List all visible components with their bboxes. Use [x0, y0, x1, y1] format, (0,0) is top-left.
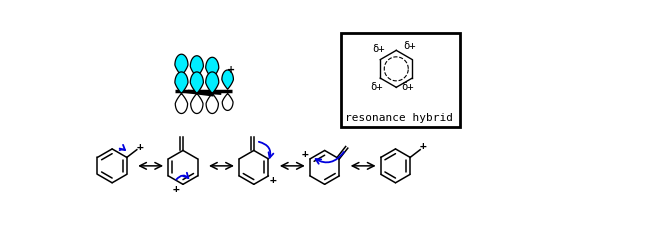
Polygon shape [222, 70, 233, 89]
Text: +: + [420, 141, 426, 151]
Polygon shape [176, 94, 188, 114]
Polygon shape [205, 72, 219, 93]
Text: +: + [270, 175, 276, 185]
Text: +: + [173, 184, 179, 194]
Polygon shape [190, 94, 203, 114]
Polygon shape [190, 72, 203, 93]
Text: +: + [136, 142, 143, 152]
Text: resonance hybrid: resonance hybrid [344, 113, 452, 123]
Polygon shape [190, 56, 203, 77]
Text: +: + [227, 65, 235, 75]
Polygon shape [175, 72, 188, 93]
Polygon shape [205, 57, 219, 79]
Text: δ+: δ+ [370, 82, 383, 92]
Polygon shape [175, 54, 188, 76]
Bar [341, 33, 460, 127]
Text: δ+: δ+ [403, 41, 415, 51]
Text: δ+: δ+ [401, 82, 413, 92]
Polygon shape [222, 94, 233, 110]
Text: δ+: δ+ [372, 44, 385, 54]
Text: +: + [302, 149, 309, 159]
Polygon shape [206, 94, 218, 114]
